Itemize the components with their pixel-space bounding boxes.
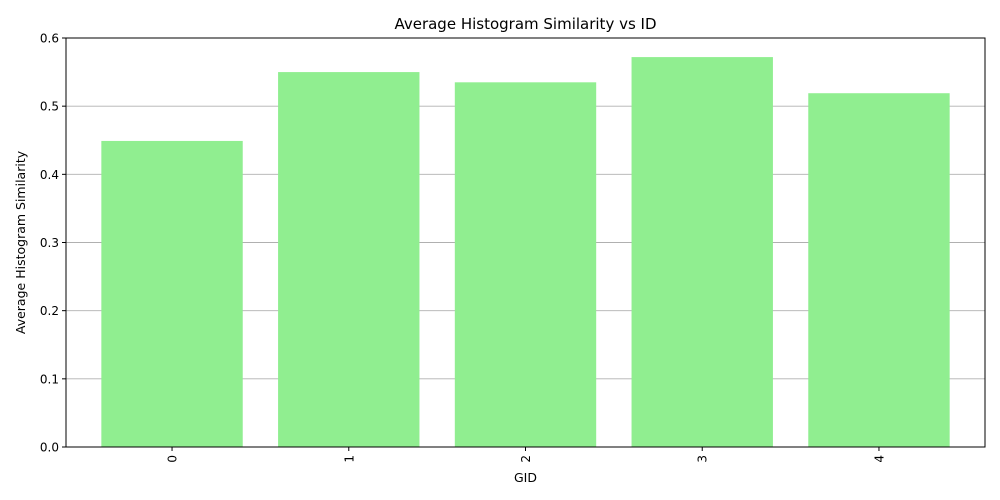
chart-title: Average Histogram Similarity vs ID <box>394 15 656 33</box>
x-tick-label: 1 <box>342 455 356 463</box>
bars <box>101 57 950 447</box>
y-tick-label: 0.0 <box>40 441 59 455</box>
x-tick-label: 0 <box>166 455 180 463</box>
bar-0 <box>101 140 243 447</box>
y-tick-label: 0.1 <box>40 372 59 386</box>
y-axis-ticks: 0.0 0.1 0.2 0.3 0.4 0.5 0.6 <box>40 32 66 455</box>
y-tick-label: 0.2 <box>40 304 59 318</box>
bar-2 <box>454 82 597 447</box>
x-axis-ticks: 0 1 2 3 4 <box>166 447 886 463</box>
x-axis-label: GID <box>514 470 537 485</box>
y-tick-label: 0.4 <box>40 168 59 182</box>
bar-4 <box>808 93 950 447</box>
y-tick-label: 0.5 <box>40 100 59 114</box>
x-tick-label: 3 <box>696 455 710 463</box>
x-tick-label: 4 <box>872 455 886 463</box>
bar-3 <box>631 57 773 447</box>
y-tick-label: 0.6 <box>40 32 59 46</box>
bar-1 <box>278 72 420 447</box>
y-axis-label: Average Histogram Similarity <box>13 150 28 334</box>
x-tick-label: 2 <box>519 455 533 463</box>
y-tick-label: 0.3 <box>40 236 59 250</box>
